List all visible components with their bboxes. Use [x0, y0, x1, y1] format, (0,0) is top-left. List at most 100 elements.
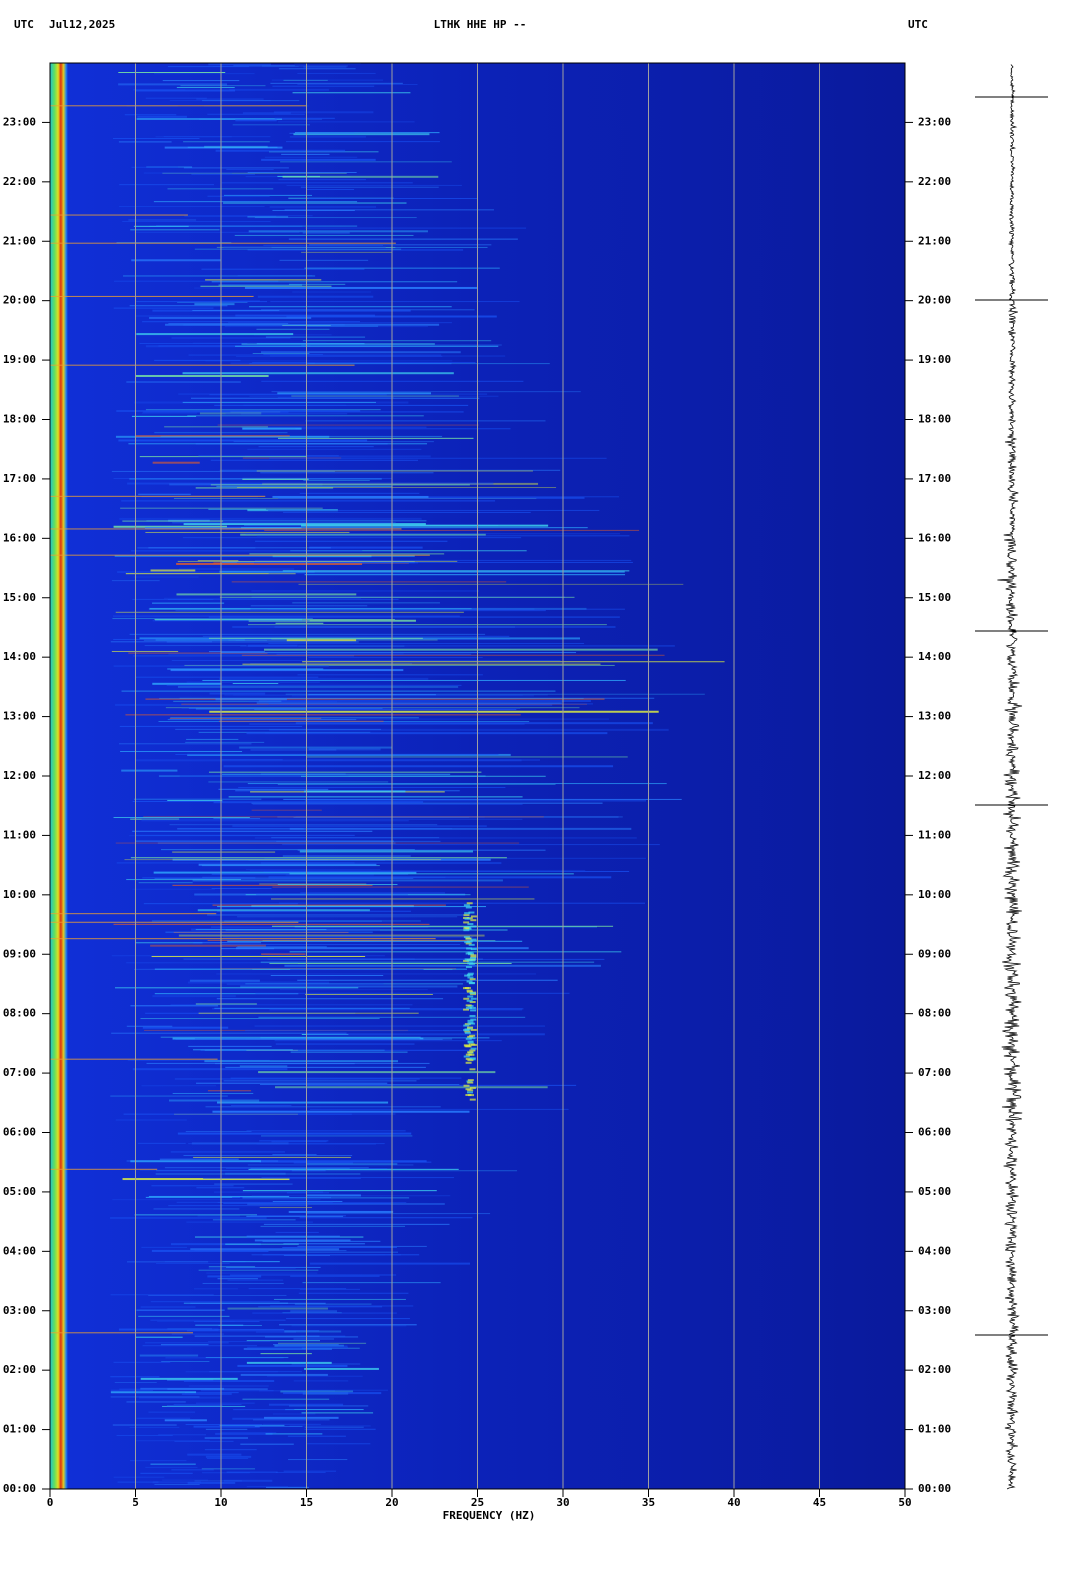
spectrogram-streak — [251, 905, 414, 908]
spectrogram-streak — [298, 1292, 409, 1294]
y-tick-label: 08:00 — [3, 1007, 36, 1020]
spectrogram-streak — [170, 1243, 261, 1246]
spectrogram-streak — [466, 902, 473, 905]
spectrogram-streak — [305, 420, 546, 422]
spectrogram-streak — [297, 1245, 427, 1247]
spectrogram-streak — [251, 802, 603, 804]
spectrogram-streak — [289, 873, 574, 875]
spectrogram-streak — [256, 893, 408, 896]
spectrogram-streak — [205, 1106, 441, 1108]
timezone-label: UTC — [14, 18, 34, 31]
spectrogram-streak — [124, 114, 177, 116]
spectrogram-streak — [268, 151, 379, 153]
spectrogram-streak — [145, 1342, 229, 1344]
spectrogram-streak — [284, 1330, 342, 1333]
spectrogram-streak — [284, 209, 494, 211]
spectrogram-streak — [194, 248, 402, 250]
spectrogram-streak — [162, 172, 347, 174]
spectrogram-streak — [177, 828, 304, 830]
spectrogram-streak — [469, 959, 476, 962]
spectrogram-streak — [225, 1066, 426, 1068]
spectrogram-streak — [140, 1018, 380, 1020]
spectrogram-streak — [242, 427, 302, 430]
spectrogram-streak — [139, 1169, 327, 1171]
spectrogram-streak — [256, 702, 562, 704]
y-tick-label: 13:00 — [3, 710, 36, 723]
spectrogram-streak — [129, 633, 486, 635]
spectrogram-streak — [143, 816, 544, 818]
spectrogram-streak — [297, 979, 558, 981]
y-tick-label: 22:00 — [918, 175, 951, 188]
spectrogram-streak — [218, 1324, 262, 1326]
spectrogram-streak — [118, 71, 226, 73]
spectrogram-streak — [279, 902, 646, 904]
spectrogram-streak — [217, 1101, 389, 1104]
spectrogram-streak — [221, 182, 413, 184]
spectrogram-streak — [463, 987, 470, 990]
timezone-label: UTC — [908, 18, 928, 31]
spectrogram-streak — [196, 98, 264, 100]
spectrogram-streak — [113, 525, 227, 528]
spectrogram-streak — [135, 89, 236, 92]
spectrogram-streak — [289, 136, 366, 138]
spectrogram-streak — [256, 1143, 377, 1145]
spectrogram-streak — [264, 1416, 339, 1419]
spectrogram-streak — [141, 1085, 217, 1087]
spectrogram-streak — [129, 1426, 180, 1428]
spectrogram-streak — [239, 746, 393, 749]
spectrogram-streak — [193, 942, 262, 944]
spectrogram-streak — [239, 936, 411, 938]
spectrogram-streak — [238, 786, 506, 788]
spectrogram-streak — [135, 374, 269, 377]
spectrogram-streak — [300, 1335, 346, 1337]
spectrogram-streak — [264, 648, 658, 651]
spectrogram-streak — [219, 469, 561, 471]
spectrogram-streak — [207, 1275, 262, 1278]
spectrogram-streak — [463, 1008, 470, 1011]
spectrogram-streak — [256, 535, 630, 537]
spectrogram-streak — [277, 884, 398, 886]
spectrogram-streak — [272, 85, 375, 87]
spectrogram-streak — [260, 1225, 406, 1227]
y-tick-label: 05:00 — [918, 1185, 951, 1198]
spectrogram-streak — [246, 1361, 332, 1364]
spectrogram-streak — [273, 1344, 339, 1346]
spectrogram-streak — [268, 876, 612, 879]
spectrogram-streak — [463, 936, 470, 939]
spectrogram-streak — [179, 697, 655, 699]
spectrogram-streak — [141, 820, 409, 822]
spectrogram-streak — [235, 947, 529, 950]
y-tick-label: 10:00 — [918, 888, 951, 901]
spectrogram-streak — [302, 1282, 441, 1284]
spectrogram-streak — [157, 842, 396, 844]
spectrogram-streak — [277, 1345, 348, 1347]
spectrogram-streak — [254, 1425, 303, 1427]
spectrogram-streak — [263, 870, 630, 872]
y-tick-label: 00:00 — [918, 1482, 951, 1495]
spectrogram-streak — [142, 412, 198, 414]
spectrogram-streak — [208, 616, 620, 618]
spectrogram-streak — [301, 775, 546, 777]
plot-frame — [49, 62, 906, 1490]
spectrogram-streak — [299, 492, 420, 494]
spectrogram-streak — [226, 1266, 321, 1268]
spectrogram-streak — [122, 520, 224, 522]
spectrogram-streak — [467, 962, 474, 965]
spectrogram-streak — [468, 943, 475, 946]
spectrogram-streak — [292, 92, 411, 94]
spectrogram-streak — [307, 1443, 371, 1445]
spectrogram-streak — [150, 1463, 196, 1465]
spectrogram-streak — [172, 1092, 254, 1094]
spectrogram-streak — [145, 97, 207, 99]
spectrogram-streak — [136, 1309, 225, 1311]
y-tick-label: 17:00 — [3, 472, 36, 485]
spectrogram-streak — [152, 682, 222, 685]
spectrogram-streak — [192, 879, 503, 882]
spectrogram-streak — [150, 569, 196, 572]
spectrogram-streak — [187, 1453, 242, 1456]
spectrogram-streak — [247, 448, 422, 450]
spectrogram-streak — [223, 936, 474, 938]
spectrogram-streak — [275, 1471, 326, 1473]
spectrogram-streak — [113, 638, 272, 640]
spectrogram-streak — [114, 555, 415, 557]
